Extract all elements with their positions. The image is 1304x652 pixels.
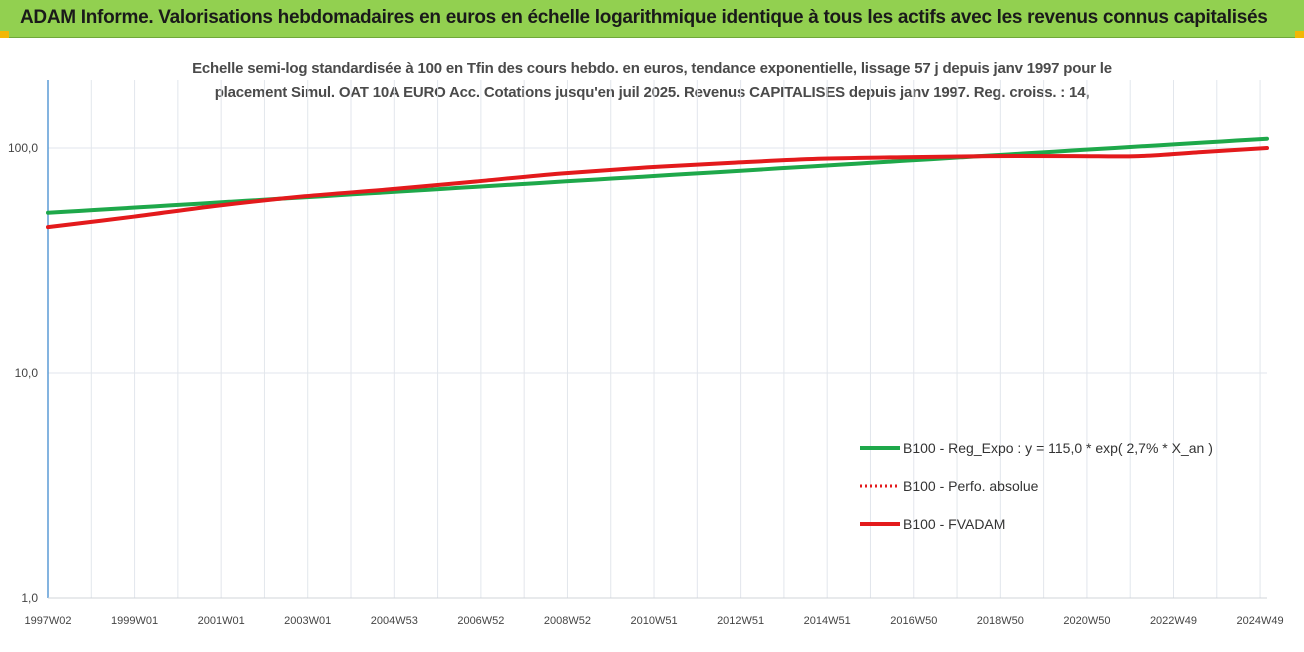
x-tick-label: 2004W53 — [371, 615, 418, 627]
x-tick-label: 1999W01 — [111, 615, 158, 627]
x-tick-label: 2022W49 — [1150, 615, 1197, 627]
chart-legend: B100 - Reg_Expo : y = 115,0 * exp( 2,7% … — [860, 440, 1213, 532]
x-tick-label: 2006W52 — [457, 615, 504, 627]
y-tick-label: 10,0 — [15, 366, 39, 380]
x-tick-label: 2016W50 — [890, 615, 937, 627]
legend-label: B100 - FVADAM — [903, 516, 1005, 532]
y-tick-label: 100,0 — [8, 141, 38, 155]
series-line — [46, 146, 1269, 230]
header-banner: ADAM Informe. Valorisations hebdomadaire… — [0, 0, 1304, 38]
chart-series — [46, 136, 1269, 230]
chart-title-line-1: Echelle semi-log standardisée à 100 en T… — [192, 60, 1112, 77]
x-tick-label: 2010W51 — [630, 615, 677, 627]
x-tick-label: 2024W49 — [1237, 615, 1284, 627]
legend-label: B100 - Reg_Expo : y = 115,0 * exp( 2,7% … — [903, 440, 1213, 456]
x-tick-label: 2014W51 — [804, 615, 851, 627]
series-line — [46, 136, 1269, 215]
x-tick-label: 2012W51 — [717, 615, 764, 627]
y-tick-label: 1,0 — [21, 591, 38, 605]
x-tick-label: 2018W50 — [977, 615, 1024, 627]
x-tick-label: 2001W01 — [198, 615, 245, 627]
x-tick-label: 2003W01 — [284, 615, 331, 627]
corner-marker-right — [1295, 31, 1304, 38]
corner-marker-left — [0, 31, 9, 38]
legend-label: B100 - Perfo. absolue — [903, 478, 1039, 494]
page-title: ADAM Informe. Valorisations hebdomadaire… — [20, 7, 1268, 28]
x-tick-label: 2008W52 — [544, 615, 591, 627]
x-tick-label: 2020W50 — [1063, 615, 1110, 627]
chart-axes: 1,0 10,0 100,0 1997W02 1999W01 2001W01 2003W01… — [8, 80, 1284, 627]
x-tick-label: 1997W02 — [24, 615, 71, 627]
